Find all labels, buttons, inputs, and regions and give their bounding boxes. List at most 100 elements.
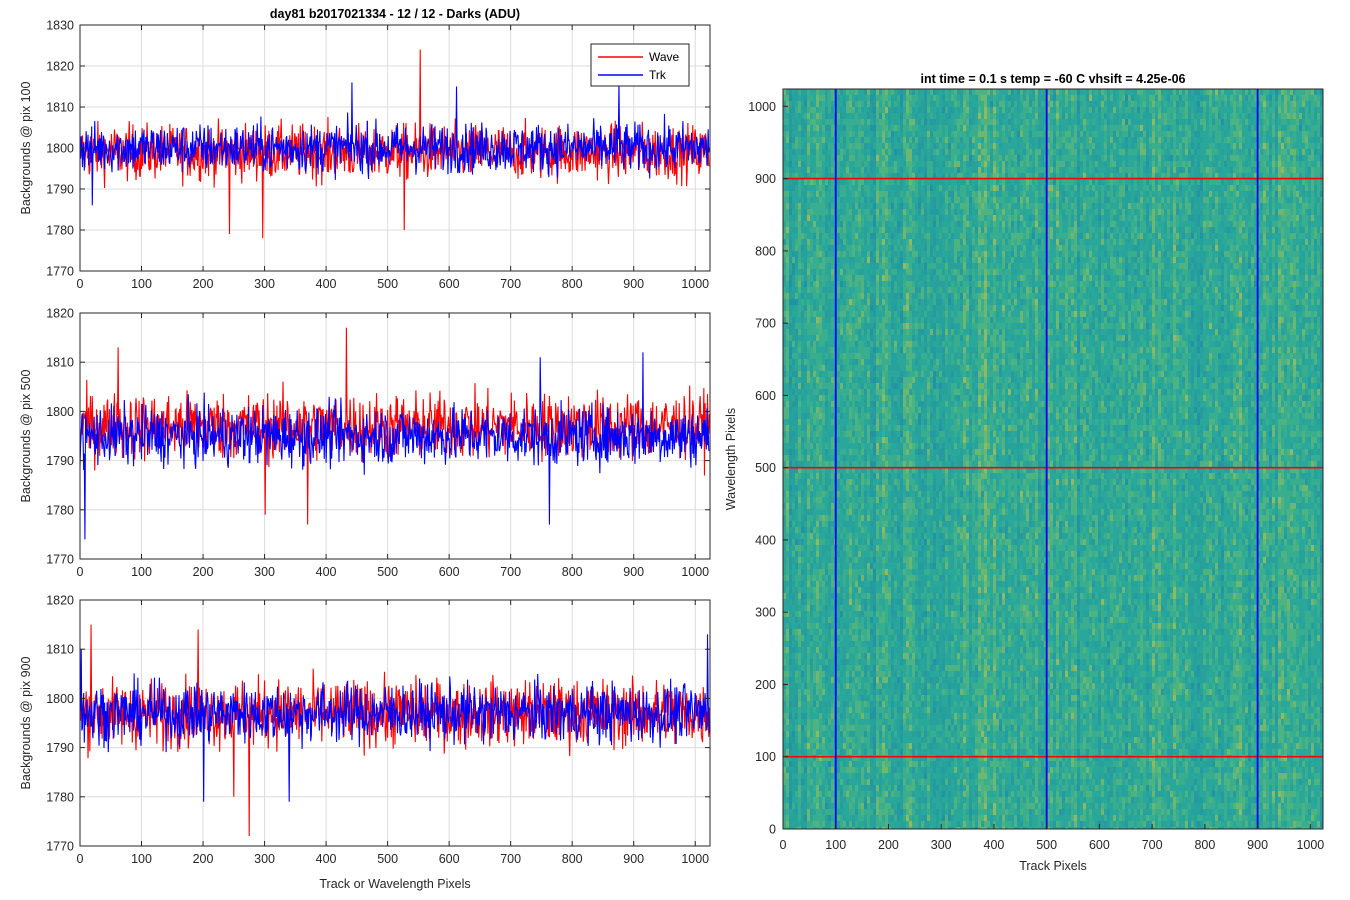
heatmap-cell (807, 713, 810, 719)
heatmap-cell (939, 167, 942, 173)
heatmap-cell (894, 197, 897, 203)
heatmap-cell (840, 305, 843, 311)
heatmap-cell (936, 347, 939, 353)
heatmap-cell (849, 575, 852, 581)
heatmap-cell (831, 131, 834, 137)
heatmap-cell (933, 143, 936, 149)
heatmap-cell (804, 353, 807, 359)
heatmap-cell (789, 353, 792, 359)
heatmap-cell (861, 611, 864, 617)
heatmap-cell (924, 299, 927, 305)
heatmap-cell (906, 143, 909, 149)
heatmap-cell (786, 599, 789, 605)
heatmap-cell (882, 521, 885, 527)
heatmap-cell (813, 413, 816, 419)
heatmap-cell (837, 287, 840, 293)
heatmap-cell (882, 305, 885, 311)
heatmap-cell (903, 443, 906, 449)
heatmap-cell (789, 293, 792, 299)
heatmap-cell (795, 743, 798, 749)
heatmap-cell (795, 107, 798, 113)
heatmap-cell (891, 629, 894, 635)
heatmap-cell (939, 311, 942, 317)
heatmap-cell (792, 581, 795, 587)
heatmap-cell (879, 89, 882, 95)
heatmap-cell (936, 593, 939, 599)
heatmap-cell (864, 149, 867, 155)
heatmap-cell (906, 659, 909, 665)
heatmap-cell (795, 605, 798, 611)
heatmap-cell (891, 641, 894, 647)
heatmap-cell (900, 497, 903, 503)
heatmap-cell (915, 311, 918, 317)
heatmap-cell (924, 467, 927, 473)
heatmap-cell (861, 257, 864, 263)
heatmap-cell (846, 203, 849, 209)
heatmap-cell (855, 605, 858, 611)
heatmap-cell (906, 245, 909, 251)
heatmap-cell (936, 443, 939, 449)
heatmap-cell (894, 515, 897, 521)
heatmap-cell (924, 587, 927, 593)
heatmap-cell (903, 629, 906, 635)
heatmap-cell (912, 743, 915, 749)
heatmap-cell (939, 509, 942, 515)
heatmap-cell (792, 479, 795, 485)
heatmap-cell (879, 743, 882, 749)
heatmap-cell (831, 443, 834, 449)
heatmap-cell (912, 761, 915, 767)
x-tick-label: 100 (131, 277, 152, 291)
heatmap-cell (789, 743, 792, 749)
heatmap-cell (915, 137, 918, 143)
heatmap-cell (807, 623, 810, 629)
heatmap-cell (828, 371, 831, 377)
heatmap-cell (900, 671, 903, 677)
heatmap-cell (906, 473, 909, 479)
heatmap-cell (918, 755, 921, 761)
heatmap-cell (843, 707, 846, 713)
heatmap-cell (909, 683, 912, 689)
x-tick-label: 0 (77, 277, 84, 291)
heatmap-cell (852, 335, 855, 341)
heatmap-cell (879, 515, 882, 521)
heatmap-cell (918, 251, 921, 257)
heatmap-cell (810, 281, 813, 287)
heatmap-cell (816, 533, 819, 539)
heatmap-cell (810, 803, 813, 809)
heatmap-cell (783, 155, 786, 161)
heatmap-cell (786, 503, 789, 509)
x-tick-label: 100 (131, 565, 152, 579)
heatmap-cell (852, 737, 855, 743)
heatmap-cell (870, 677, 873, 683)
heatmap-cell (792, 449, 795, 455)
heatmap-cell (918, 809, 921, 815)
heatmap-cell (909, 743, 912, 749)
heatmap-cell (888, 227, 891, 233)
heatmap-cell (918, 683, 921, 689)
heatmap-cell (852, 143, 855, 149)
heatmap-cell (873, 671, 876, 677)
heatmap-cell (807, 413, 810, 419)
heatmap-cell (876, 155, 879, 161)
heatmap-cell (906, 701, 909, 707)
heatmap-cell (813, 269, 816, 275)
heatmap-cell (816, 467, 819, 473)
heatmap-cell (873, 725, 876, 731)
heatmap-cell (849, 749, 852, 755)
heatmap-cell (894, 269, 897, 275)
heatmap-cell (891, 527, 894, 533)
heatmap-cell (816, 623, 819, 629)
heatmap-cell (891, 779, 894, 785)
heatmap-cell (861, 629, 864, 635)
heatmap-cell (918, 707, 921, 713)
heatmap-cell (936, 449, 939, 455)
heatmap-cell (933, 203, 936, 209)
heatmap-cell (915, 629, 918, 635)
heatmap-cell (930, 353, 933, 359)
heatmap-cell (918, 779, 921, 785)
heatmap-cell (870, 629, 873, 635)
heatmap-cell (918, 143, 921, 149)
heatmap-cell (879, 659, 882, 665)
heatmap-cell (933, 413, 936, 419)
heatmap-cell (891, 233, 894, 239)
